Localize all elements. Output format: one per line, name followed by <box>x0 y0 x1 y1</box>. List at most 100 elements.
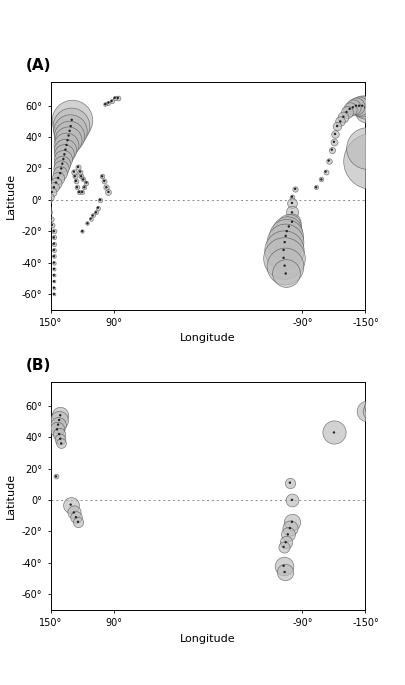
Point <box>62 144 68 155</box>
Point <box>45 207 52 218</box>
Point <box>363 142 370 153</box>
Point <box>49 186 55 197</box>
Point <box>56 429 62 440</box>
Point <box>79 186 85 197</box>
Point <box>78 171 84 182</box>
Point <box>285 221 291 232</box>
Point <box>280 541 286 552</box>
Y-axis label: Latitude: Latitude <box>6 173 16 219</box>
Point <box>40 223 47 234</box>
Point <box>51 238 57 249</box>
Point <box>114 92 121 103</box>
Point <box>45 207 52 218</box>
Point <box>286 523 292 534</box>
Point <box>105 186 111 197</box>
Point <box>363 105 370 116</box>
Point <box>99 171 105 182</box>
Point <box>103 182 109 192</box>
Point <box>291 184 298 195</box>
Point <box>51 251 57 262</box>
Point <box>58 438 64 449</box>
Point <box>105 97 111 108</box>
Point <box>282 537 288 548</box>
Point <box>343 106 349 117</box>
Point <box>288 191 294 202</box>
Point <box>71 171 78 182</box>
Point <box>380 186 387 197</box>
Point <box>19 100 26 111</box>
Point <box>284 529 290 540</box>
Point <box>39 227 45 238</box>
Point <box>61 149 68 160</box>
Point <box>56 414 62 425</box>
Point <box>282 268 288 279</box>
Point <box>87 213 94 224</box>
Point <box>44 202 51 213</box>
Point <box>16 100 23 111</box>
Point <box>363 405 370 416</box>
Point <box>281 260 287 271</box>
Point <box>51 245 57 256</box>
Point <box>77 166 83 177</box>
Point <box>53 177 59 188</box>
Point <box>72 175 79 186</box>
Point <box>111 92 118 103</box>
Point <box>101 175 107 186</box>
Point <box>81 182 87 192</box>
Point <box>105 97 111 108</box>
Point <box>288 516 294 527</box>
Point <box>331 129 337 140</box>
Point <box>363 105 370 116</box>
Point <box>44 196 51 207</box>
Point <box>343 106 349 117</box>
Point <box>75 162 81 173</box>
Point <box>377 195 384 206</box>
Point <box>280 252 286 263</box>
Point <box>67 121 74 132</box>
Point <box>66 125 73 136</box>
Point <box>55 419 61 430</box>
Point <box>281 236 287 247</box>
Point <box>92 207 99 218</box>
Point <box>75 162 81 173</box>
Point <box>76 186 82 197</box>
Point <box>94 202 101 213</box>
Point <box>65 130 72 141</box>
X-axis label: Longitude: Longitude <box>180 334 235 343</box>
Point <box>288 216 294 227</box>
Point <box>59 158 65 169</box>
Point <box>49 219 55 230</box>
Point <box>280 245 286 256</box>
Point <box>37 232 43 243</box>
Point <box>349 102 355 113</box>
Point <box>72 512 79 523</box>
Point <box>378 400 384 411</box>
Point <box>114 92 121 103</box>
Point <box>60 153 66 164</box>
Point <box>312 182 319 192</box>
Point <box>336 116 343 127</box>
Point <box>35 100 41 111</box>
Point <box>72 175 79 186</box>
Point <box>47 213 54 224</box>
Point <box>68 114 75 125</box>
Point <box>318 174 324 185</box>
Point <box>44 202 51 213</box>
Point <box>282 230 288 241</box>
Point <box>51 270 57 281</box>
Point <box>57 434 63 445</box>
Point <box>49 186 55 197</box>
Point <box>288 207 294 218</box>
Point <box>330 136 337 147</box>
Point <box>87 213 94 224</box>
Point <box>325 155 331 166</box>
Point <box>288 495 294 506</box>
Point <box>111 92 118 103</box>
Point <box>57 434 63 445</box>
Point <box>390 223 397 234</box>
Text: (B): (B) <box>26 358 51 373</box>
Point <box>47 213 54 224</box>
Point <box>29 100 35 111</box>
Point <box>375 229 382 240</box>
Point <box>105 186 111 197</box>
